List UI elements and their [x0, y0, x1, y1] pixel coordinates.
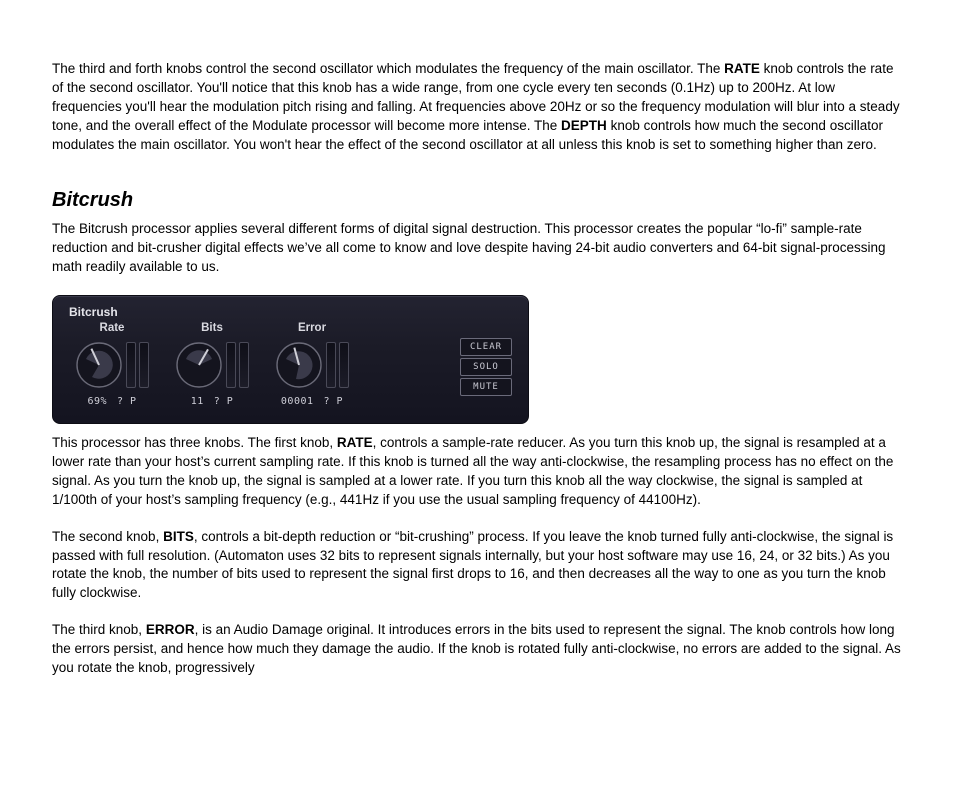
error-p-slider[interactable] [339, 342, 349, 388]
rate-q-slider[interactable] [126, 342, 136, 388]
intro-text-1: The third and forth knobs control the se… [52, 61, 724, 76]
plugin-title: Bitcrush [69, 304, 118, 321]
knob-row-bits [167, 338, 257, 392]
knob-block-error: Error 00001 ? P [267, 320, 357, 409]
intro-paragraph: The third and forth knobs control the se… [52, 60, 902, 154]
bits-para-word: BITS [163, 529, 194, 544]
depth-keyword: DEPTH [561, 118, 607, 133]
error-para-word: ERROR [146, 622, 195, 637]
bits-p-slider[interactable] [239, 342, 249, 388]
solo-button[interactable]: SOLO [460, 358, 512, 376]
knob-row-rate [67, 338, 157, 392]
rate-p-slider[interactable] [139, 342, 149, 388]
error-value: 00001 [281, 395, 314, 409]
bits-value: 11 [191, 395, 204, 409]
mute-button[interactable]: MUTE [460, 378, 512, 396]
rate-readout: 69% ? P [67, 395, 157, 409]
knob-block-bits: Bits 11 ? P [167, 320, 257, 409]
plugin-side-buttons: CLEAR SOLO MUTE [460, 338, 512, 396]
bits-paragraph: The second knob, BITS, controls a bit-de… [52, 528, 902, 604]
rate-para-pre: This processor has three knobs. The firs… [52, 435, 337, 450]
section-heading-bitcrush: Bitcrush [52, 186, 902, 214]
error-qp: ? P [324, 395, 344, 409]
bits-q-slider[interactable] [226, 342, 236, 388]
error-readout: 00001 ? P [267, 395, 357, 409]
bits-readout: 11 ? P [167, 395, 257, 409]
bits-qp: ? P [214, 395, 234, 409]
rate-keyword: RATE [724, 61, 760, 76]
bitcrush-plugin-panel: Bitcrush Rate 69% ? P Bits [52, 295, 529, 424]
bits-knob[interactable] [175, 341, 223, 389]
clear-button[interactable]: CLEAR [460, 338, 512, 356]
knob-block-rate: Rate 69% ? P [67, 320, 157, 409]
knob-label-bits: Bits [167, 320, 257, 336]
rate-paragraph: This processor has three knobs. The firs… [52, 434, 902, 510]
rate-para-word: RATE [337, 435, 373, 450]
bits-para-pre: The second knob, [52, 529, 163, 544]
rate-knob[interactable] [75, 341, 123, 389]
error-knob[interactable] [275, 341, 323, 389]
bitcrush-intro-paragraph: The Bitcrush processor applies several d… [52, 220, 902, 277]
error-paragraph: The third knob, ERROR, is an Audio Damag… [52, 621, 902, 678]
error-q-slider[interactable] [326, 342, 336, 388]
knob-label-error: Error [267, 320, 357, 336]
rate-value: 69% [87, 395, 107, 409]
document-page: The third and forth knobs control the se… [0, 0, 954, 698]
rate-qp: ? P [117, 395, 137, 409]
error-para-pre: The third knob, [52, 622, 146, 637]
knob-row-error [267, 338, 357, 392]
knob-label-rate: Rate [67, 320, 157, 336]
